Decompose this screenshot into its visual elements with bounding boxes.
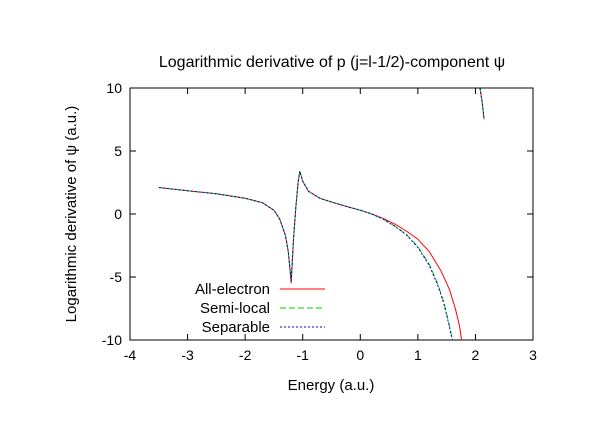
y-tick-label: 10: [106, 80, 122, 96]
y-tick-label: -5: [110, 269, 123, 285]
legend-label: All-electron: [195, 281, 270, 298]
y-tick-label: -10: [102, 332, 122, 348]
series-line-separable: [479, 88, 485, 120]
series-line-separable: [158, 171, 453, 340]
legend-label: Separable: [202, 319, 270, 336]
chart-title: Logarithmic derivative of p (j=l-1/2)-co…: [159, 54, 505, 71]
y-tick-label: 5: [114, 143, 122, 159]
x-tick-label: 0: [356, 347, 364, 363]
x-tick-label: -1: [296, 347, 309, 363]
y-axis-label: Logarithmic derivative of ψ (a.u.): [63, 106, 80, 323]
x-axis-label: Energy (a.u.): [288, 377, 375, 394]
x-tick-label: -4: [124, 347, 137, 363]
legend-label: Semi-local: [200, 300, 270, 317]
series-lines: [158, 88, 485, 340]
legend: All-electron Semi-local Separable: [195, 281, 325, 336]
x-tick-label: 2: [472, 347, 480, 363]
x-tick-label: 3: [529, 347, 537, 363]
y-tick-label: 0: [114, 206, 122, 222]
x-tick-label: 1: [414, 347, 422, 363]
x-tick-label: -3: [181, 347, 194, 363]
x-tick-label: -2: [239, 347, 252, 363]
